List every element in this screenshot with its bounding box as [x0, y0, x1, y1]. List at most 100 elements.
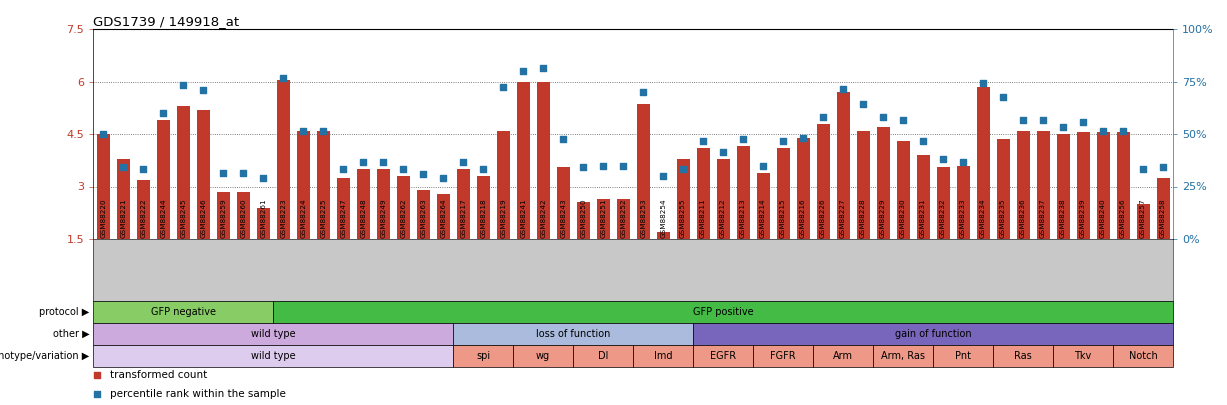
Bar	[453, 323, 693, 345]
Point	[674, 166, 693, 172]
Text: protocol ▶: protocol ▶	[39, 307, 90, 317]
Point	[173, 82, 193, 88]
Point	[1093, 127, 1113, 134]
Point	[493, 83, 513, 90]
Point	[693, 138, 713, 144]
Text: other ▶: other ▶	[53, 329, 90, 339]
Point	[993, 94, 1012, 100]
Bar	[217, 192, 229, 239]
Bar	[977, 87, 989, 239]
Point	[653, 173, 672, 179]
Bar	[1117, 132, 1130, 239]
Point	[913, 138, 933, 144]
Point	[833, 85, 853, 92]
Bar	[297, 130, 309, 239]
Bar	[957, 166, 969, 239]
Bar	[777, 148, 790, 239]
Bar	[396, 176, 410, 239]
Point	[213, 169, 233, 176]
Point	[614, 162, 633, 169]
Bar	[336, 178, 350, 239]
Bar	[1037, 130, 1049, 239]
Text: genotype/variation ▶: genotype/variation ▶	[0, 351, 90, 361]
Point	[773, 138, 793, 144]
Bar	[936, 167, 950, 239]
Bar	[573, 345, 633, 367]
Point	[1074, 119, 1093, 125]
Bar	[93, 323, 453, 345]
Text: percentile rank within the sample: percentile rank within the sample	[110, 389, 286, 399]
Point	[893, 117, 913, 123]
Bar	[897, 141, 909, 239]
Text: Arm: Arm	[833, 351, 853, 361]
Bar	[1113, 345, 1173, 367]
Bar	[417, 190, 429, 239]
Text: transformed count: transformed count	[110, 370, 207, 380]
Bar	[237, 192, 250, 239]
Bar	[497, 130, 509, 239]
Text: Tkv: Tkv	[1075, 351, 1092, 361]
Bar	[377, 169, 390, 239]
Point	[1153, 164, 1173, 171]
Point	[353, 159, 373, 165]
Bar	[717, 158, 730, 239]
Text: Notch: Notch	[1129, 351, 1157, 361]
Text: EGFR: EGFR	[710, 351, 736, 361]
Bar	[513, 345, 573, 367]
Point	[373, 159, 393, 165]
Point	[474, 166, 493, 172]
Bar	[993, 345, 1053, 367]
Bar	[596, 199, 610, 239]
Bar	[996, 139, 1010, 239]
Bar	[536, 81, 550, 239]
Bar	[1076, 132, 1090, 239]
Bar	[617, 199, 629, 239]
Text: Arm, Ras: Arm, Ras	[881, 351, 925, 361]
Bar	[1053, 345, 1113, 367]
Bar	[256, 207, 270, 239]
Point	[93, 131, 113, 137]
Bar	[97, 134, 109, 239]
Bar	[456, 169, 470, 239]
Text: Imd: Imd	[654, 351, 672, 361]
Point	[293, 127, 313, 134]
Bar	[1056, 134, 1070, 239]
Bar	[117, 158, 130, 239]
Point	[794, 134, 814, 141]
Bar	[693, 345, 753, 367]
Bar	[753, 345, 814, 367]
Point	[413, 171, 433, 177]
Point	[573, 164, 593, 171]
Point	[233, 169, 253, 176]
Bar	[1136, 204, 1150, 239]
Bar	[796, 138, 810, 239]
Bar	[676, 158, 690, 239]
Bar	[196, 109, 210, 239]
Point	[453, 159, 472, 165]
Point	[633, 89, 653, 95]
Bar	[93, 345, 453, 367]
Text: FGFR: FGFR	[771, 351, 796, 361]
Point	[594, 162, 614, 169]
Bar	[1097, 132, 1109, 239]
Bar	[177, 106, 190, 239]
Bar	[557, 167, 569, 239]
Bar	[277, 80, 290, 239]
Text: GFP positive: GFP positive	[693, 307, 753, 317]
Bar	[577, 202, 590, 239]
Point	[433, 175, 453, 181]
Bar	[157, 120, 169, 239]
Point	[134, 166, 153, 172]
Point	[934, 155, 953, 162]
Bar	[274, 301, 1173, 323]
Bar	[93, 301, 274, 323]
Text: gain of function: gain of function	[894, 329, 972, 339]
Text: wild type: wild type	[250, 329, 296, 339]
Bar	[1157, 178, 1169, 239]
Text: wild type: wild type	[250, 351, 296, 361]
Point	[853, 101, 872, 107]
Bar	[837, 92, 849, 239]
Point	[87, 372, 107, 379]
Bar	[736, 146, 750, 239]
Point	[113, 164, 133, 171]
